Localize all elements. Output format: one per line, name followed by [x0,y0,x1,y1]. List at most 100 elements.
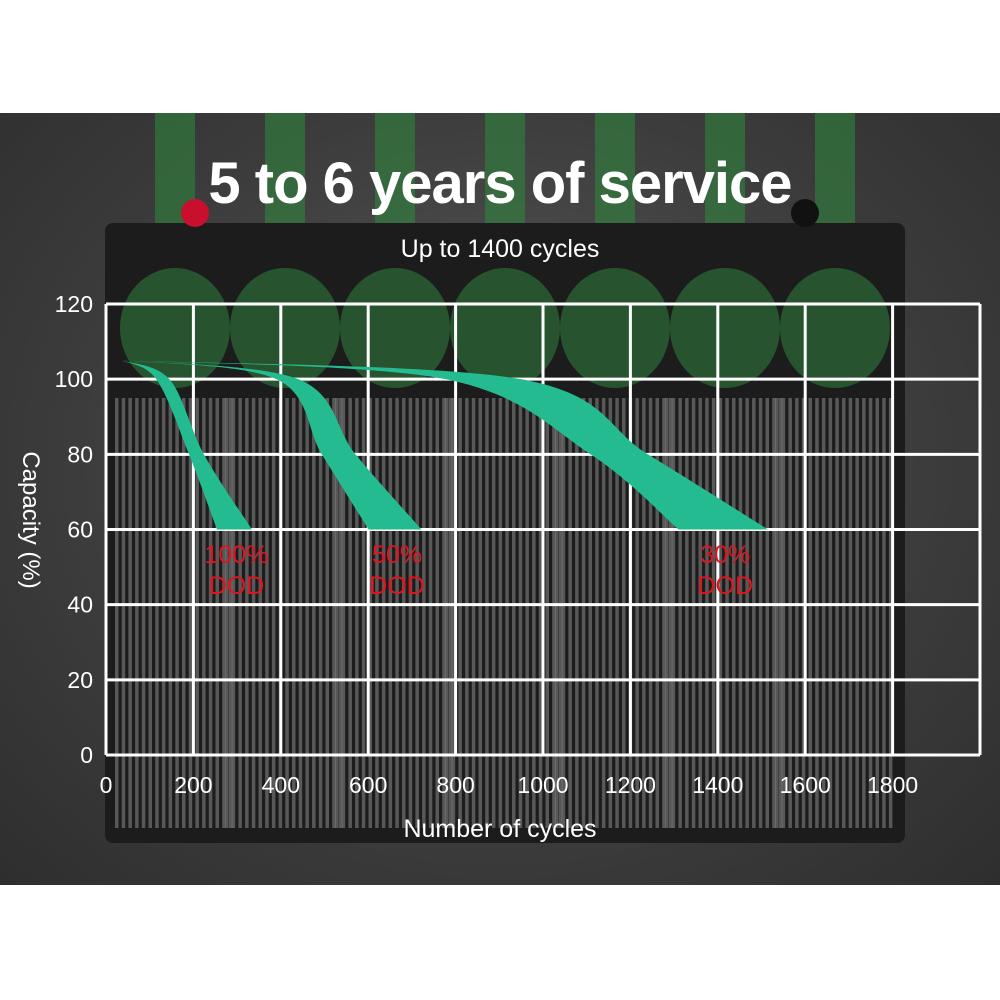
x-axis-label: Number of cycles [403,815,597,843]
y-tick-label: 100 [55,366,93,392]
series-label-percent: 30% [700,541,750,569]
green-glow [375,113,415,223]
series-label-percent: 100% [205,541,269,569]
green-glow [705,113,745,223]
battery-plate [698,398,702,828]
battery-plate [608,398,613,828]
battery-plate [512,398,516,828]
battery-plate [238,398,242,828]
battery-plate [588,398,592,828]
battery-plate [231,398,236,828]
battery-plate [225,398,229,828]
battery-plate [788,398,792,828]
y-tick-label: 80 [67,441,93,467]
series-label-dod: DOD [697,572,753,600]
battery-plate [381,398,386,828]
cell-cap [450,268,560,388]
battery-plate [402,398,406,828]
battery-plate [251,398,256,828]
battery-plate [168,398,173,828]
battery-plate [848,398,853,828]
battery-plate [635,398,639,828]
capacity-band-1 [121,360,252,530]
battery-plate [778,398,783,828]
y-tick-label: 0 [80,742,93,768]
battery-plate [415,398,419,828]
battery-plate [258,398,262,828]
green-glow [265,113,305,223]
battery-plate [575,398,579,828]
battery-plate [222,398,226,828]
battery-plate [655,398,659,828]
battery-plate [532,398,536,828]
battery-plate [581,398,586,828]
battery-plate [555,398,559,828]
battery-plate [388,398,393,828]
battery-plate [552,398,556,828]
negative-terminal [791,199,819,227]
battery-plate [671,398,676,828]
battery-plate [228,398,233,828]
battery-plate [395,398,399,828]
battery-plate [705,398,709,828]
cell-cap [670,268,780,388]
battery-plate [161,398,166,828]
battery-plate [485,398,489,828]
battery-plate [732,398,736,828]
battery-plate [691,398,696,828]
battery-plate [875,398,879,828]
battery-plate [298,398,303,828]
battery-plate [678,398,682,828]
battery-plate [141,398,146,828]
cell-cap [230,268,340,388]
battery-plate [738,398,743,828]
battery-plate [568,398,572,828]
y-tick-label: 40 [67,592,93,618]
battery-plate [561,398,566,828]
green-glow [815,113,855,223]
battery-plate [442,398,446,828]
battery-plate [408,398,413,828]
y-axis-label: Capacity (%) [17,451,44,589]
battery-plate [471,398,476,828]
battery-plate [518,398,523,828]
battery-plate [538,398,543,828]
battery-plate [332,398,336,828]
battery-plate [271,398,276,828]
battery-plate [458,398,462,828]
battery-plate [135,398,139,828]
battery-plate [188,398,193,828]
battery-plate [642,398,646,828]
battery-plate [615,398,619,828]
battery-plate [445,398,449,828]
battery-plate [451,398,456,828]
battery-plate [355,398,359,828]
battery-plate [882,398,886,828]
battery-plate [368,398,372,828]
battery-plate [662,398,666,828]
battery-plate [305,398,309,828]
battery-plate [215,398,219,828]
battery-plate [428,398,433,828]
x-tick-label: 1600 [780,772,831,798]
battery-plate [648,398,653,828]
battery-plate [862,398,866,828]
battery-plate [341,398,346,828]
battery-plate [775,398,779,828]
battery-plate [312,398,316,828]
battery-plate [718,398,723,828]
battery-plate [525,398,529,828]
y-tick-label: 60 [67,517,93,543]
series-label-dod: DOD [369,572,425,600]
x-tick-label: 1800 [867,772,918,798]
green-glow [595,113,635,223]
battery-plate [855,398,859,828]
battery-plate [842,398,846,828]
x-tick-label: 400 [262,772,300,798]
x-tick-label: 1200 [605,772,656,798]
battery-plate [595,398,599,828]
battery-plate [758,398,763,828]
battery-plate [285,398,289,828]
battery-plate [808,398,812,828]
x-tick-label: 800 [436,772,474,798]
